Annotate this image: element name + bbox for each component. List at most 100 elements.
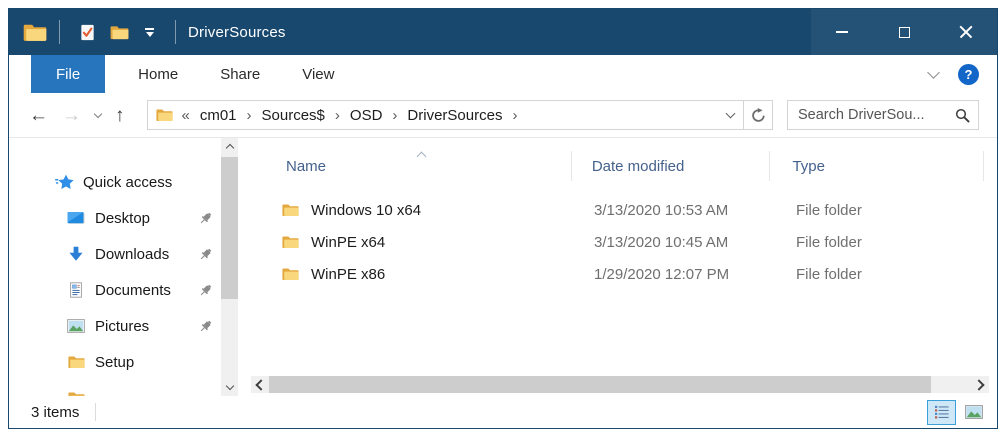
status-bar: 3 items [9, 396, 997, 428]
pin-icon [198, 319, 213, 334]
horizontal-scrollbar-thumb[interactable] [269, 376, 931, 393]
titlebar-separator [175, 20, 176, 44]
search-box[interactable] [787, 100, 979, 130]
minimize-button[interactable] [811, 9, 873, 55]
column-header-size[interactable]: Size [984, 151, 997, 181]
sidebar-item-partial[interactable] [9, 380, 221, 396]
breadcrumb-separator[interactable]: › [334, 106, 340, 124]
qat-properties-button[interactable] [79, 24, 96, 41]
folder-icon [65, 355, 87, 369]
scroll-down-icon[interactable] [221, 379, 238, 396]
file-date-modified: 3/13/2020 10:45 AM [594, 233, 729, 251]
sidebar-item-label: Setup [95, 353, 135, 371]
breadcrumb-separator[interactable]: › [246, 106, 252, 124]
folder-icon [282, 235, 299, 249]
file-date-modified: 1/29/2020 12:07 PM [594, 265, 730, 283]
tab-file[interactable]: File [31, 55, 106, 93]
horizontal-scrollbar[interactable] [251, 376, 989, 393]
scroll-right-icon[interactable] [972, 376, 989, 393]
file-explorer-app-icon[interactable] [23, 23, 47, 42]
file-row-windows-10-x64[interactable]: Windows 10 x64 3/13/2020 10:53 AM File f… [238, 194, 997, 226]
maximize-icon [898, 26, 910, 38]
sidebar-item-pictures[interactable]: Pictures [9, 308, 221, 344]
thumbnails-view-button[interactable] [959, 400, 988, 425]
quick-access-star-icon [53, 174, 75, 190]
file-row-winpe-x86[interactable]: WinPE x86 1/29/2020 12:07 PM File folder [238, 258, 997, 290]
sidebar-item-desktop[interactable]: Desktop [9, 200, 221, 236]
file-name: WinPE x86 [311, 265, 386, 283]
file-list-pane: Name Date modified Type Size Windows 10 … [238, 138, 997, 396]
breadcrumb-overflow-indicator[interactable]: « [181, 106, 190, 124]
title-bar: DriverSources [9, 9, 997, 55]
help-icon[interactable]: ? [958, 63, 979, 85]
column-header-type[interactable]: Type [770, 151, 984, 181]
content-area: Quick access Desktop Downloads Documents [9, 138, 997, 396]
view-toggle-group [927, 399, 988, 425]
scroll-up-icon[interactable] [221, 138, 238, 155]
details-view-button[interactable] [927, 399, 956, 425]
breadcrumb-separator[interactable]: › [392, 106, 398, 124]
pictures-icon [65, 319, 87, 333]
tab-view[interactable]: View [302, 65, 335, 83]
tab-share[interactable]: Share [220, 65, 261, 83]
file-type: File folder [796, 233, 862, 251]
column-header-date-modified[interactable]: Date modified [572, 151, 771, 181]
address-bar[interactable]: « cm01 › Sources$ › OSD › DriverSources … [146, 100, 744, 130]
close-button[interactable] [935, 9, 997, 55]
qat-customize-dropdown-icon[interactable] [145, 27, 154, 37]
triangle-down-icon [145, 31, 154, 37]
sidebar-scrollbar-thumb[interactable] [221, 157, 238, 299]
close-icon [959, 25, 973, 39]
back-button[interactable]: ← [29, 104, 48, 126]
navigation-pane: Quick access Desktop Downloads Documents [9, 138, 221, 396]
documents-icon [65, 282, 87, 298]
sidebar-item-downloads[interactable]: Downloads [9, 236, 221, 272]
file-row-winpe-x64[interactable]: WinPE x64 3/13/2020 10:45 AM File folder [238, 226, 997, 258]
breadcrumb-separator[interactable]: › [512, 106, 518, 124]
folder-icon [282, 203, 299, 217]
file-name: WinPE x64 [311, 233, 386, 251]
qat-new-folder-button[interactable] [110, 25, 129, 40]
pin-icon [198, 211, 213, 226]
current-folder-icon [156, 108, 173, 122]
breadcrumb-driversources[interactable]: DriverSources [407, 106, 503, 124]
expand-ribbon-chevron-icon[interactable] [927, 65, 940, 79]
file-date-modified: 3/13/2020 10:53 AM [594, 201, 729, 219]
breadcrumb-cm01[interactable]: cm01 [199, 106, 237, 124]
file-type: File folder [796, 265, 862, 283]
qat-dropdown-bar [145, 27, 154, 30]
downloads-icon [65, 246, 87, 262]
breadcrumb-sources[interactable]: Sources$ [261, 106, 325, 124]
tab-home[interactable]: Home [138, 65, 179, 83]
pin-icon [198, 283, 213, 298]
minimize-icon [836, 31, 848, 33]
column-header-row: Name Date modified Type Size [238, 138, 997, 194]
file-name: Windows 10 x64 [311, 201, 422, 219]
sidebar-item-label: Desktop [95, 209, 151, 227]
search-icon[interactable] [955, 108, 970, 123]
sidebar-item-quick-access[interactable]: Quick access [9, 164, 221, 200]
search-input[interactable] [796, 106, 955, 124]
sidebar-item-setup[interactable]: Setup [9, 344, 221, 380]
breadcrumb-osd[interactable]: OSD [349, 106, 383, 124]
refresh-button[interactable] [744, 100, 773, 130]
column-header-name[interactable]: Name [238, 151, 572, 181]
scroll-left-icon[interactable] [251, 376, 268, 393]
recent-locations-chevron-icon[interactable] [93, 106, 103, 124]
item-count-label: 3 items [31, 403, 80, 421]
maximize-button[interactable] [873, 9, 935, 55]
ribbon-tab-bar: File Home Share View ? [9, 55, 997, 93]
forward-button[interactable]: → [62, 104, 81, 126]
up-button[interactable]: ↑ [115, 104, 125, 126]
pin-icon [198, 247, 213, 262]
window-controls [811, 9, 997, 55]
sort-ascending-icon[interactable] [416, 147, 427, 165]
file-type: File folder [796, 201, 862, 219]
navigation-bar: ← → ↑ « cm01 › Sources$ › OSD › DriverSo… [9, 93, 997, 138]
sidebar-item-label: Pictures [95, 317, 150, 335]
sidebar-scrollbar[interactable] [221, 138, 238, 396]
sidebar-item-documents[interactable]: Documents [9, 272, 221, 308]
address-history-chevron-icon[interactable] [717, 101, 743, 129]
sidebar-item-label: Quick access [83, 173, 173, 191]
titlebar-separator [59, 20, 60, 44]
